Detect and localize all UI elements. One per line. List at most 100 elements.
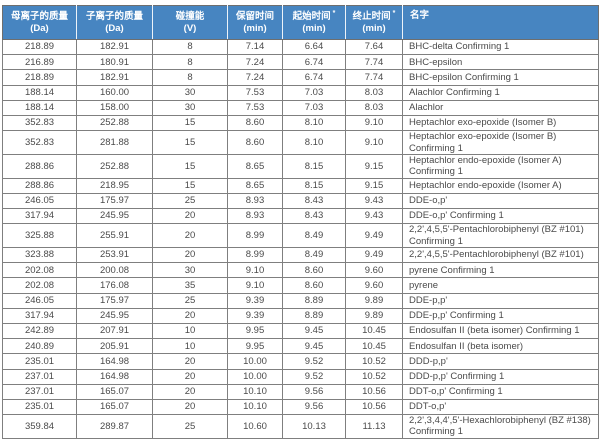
cell-collision_energy: 20 <box>152 307 228 324</box>
cell-end_time: 8.03 <box>345 84 403 101</box>
cell-name: DDE-p,p' Confirming 1 <box>402 307 599 324</box>
cell-parent_mass: 202.08 <box>2 262 77 279</box>
cell-collision_energy: 20 <box>152 247 228 264</box>
cell-collision_energy: 30 <box>152 262 228 279</box>
cell-product_mass: 165.07 <box>76 383 153 400</box>
cell-product_mass: 255.91 <box>76 223 153 249</box>
cell-collision_energy: 20 <box>152 368 228 385</box>
cell-product_mass: 175.97 <box>76 192 153 210</box>
cell-start_time: 6.74 <box>282 54 346 71</box>
table-header-row: 母离子的质量 (Da) 子离子的质量 (Da) 碰撞能 (V) 保留时间 (min) 起始时间 … <box>2 5 599 40</box>
cell-retention_time: 8.99 <box>227 223 283 249</box>
cell-collision_energy: 20 <box>152 208 228 225</box>
column-unit: (min) <box>362 22 386 34</box>
cell-product_mass: 207.91 <box>76 322 153 340</box>
footnote-asterisk: * <box>390 9 396 17</box>
cell-start_time: 8.89 <box>282 307 346 324</box>
cell-start_time: 9.45 <box>282 338 346 355</box>
cell-end_time: 9.15 <box>345 153 403 179</box>
cell-start_time: 9.52 <box>282 368 346 385</box>
cell-collision_energy: 10 <box>152 322 228 340</box>
cell-end_time: 7.64 <box>345 38 403 56</box>
cell-parent_mass: 216.89 <box>2 54 77 71</box>
table-row: 359.84 289.87 25 10.60 10.13 11.13 2,2',3,4,4'… <box>2 414 599 439</box>
cell-collision_energy: 25 <box>152 292 228 309</box>
table-row: 188.14 158.00 30 7.53 7.03 8.03 Alachlor <box>2 99 599 116</box>
cell-retention_time: 9.10 <box>227 262 283 279</box>
column-unit: (min) <box>302 22 326 34</box>
cell-product_mass: 252.88 <box>76 153 153 179</box>
cell-start_time: 7.03 <box>282 84 346 101</box>
cell-name: Alachlor Confirming 1 <box>402 84 599 101</box>
cell-parent_mass: 317.94 <box>2 208 77 225</box>
cell-parent_mass: 246.05 <box>2 292 77 309</box>
cell-name: Heptachlor endo-epoxide (Isomer A) <box>402 177 599 194</box>
table-row: 352.83 281.88 15 8.60 8.10 9.10 Heptachlor exo… <box>2 130 599 155</box>
cell-retention_time: 8.93 <box>227 208 283 225</box>
column-title: 碰撞能 <box>175 10 205 22</box>
table-row: 216.89 180.91 8 7.24 6.74 7.74 BHC-epsilon <box>2 54 599 71</box>
cell-parent_mass: 235.01 <box>2 398 77 416</box>
cell-retention_time: 9.95 <box>227 338 283 355</box>
table-row: 237.01 165.07 20 10.10 9.56 10.56 DDT-o,p' Con… <box>2 383 599 400</box>
cell-start_time: 6.74 <box>282 69 346 86</box>
cell-retention_time: 7.14 <box>227 38 283 56</box>
cell-collision_energy: 15 <box>152 130 228 155</box>
cell-product_mass: 175.97 <box>76 292 153 309</box>
cell-product_mass: 245.95 <box>76 307 153 324</box>
msms-parameter-table: 母离子的质量 (Da) 子离子的质量 (Da) 碰撞能 (V) 保留时间 (min) 起始时间 … <box>2 5 599 439</box>
column-unit: (V) <box>183 22 197 34</box>
table-row: 218.89 182.91 8 7.24 6.74 7.74 BHC-epsilon Con… <box>2 69 599 86</box>
table-row: 317.94 245.95 20 8.93 8.43 9.43 DDE-o,p' Confi… <box>2 208 599 225</box>
cell-end_time: 9.89 <box>345 292 403 309</box>
cell-parent_mass: 188.14 <box>2 84 77 101</box>
cell-collision_energy: 35 <box>152 277 228 294</box>
cell-end_time: 7.74 <box>345 54 403 71</box>
cell-product_mass: 158.00 <box>76 99 153 116</box>
cell-name: Heptachlor exo-epoxide (Isomer B) <box>402 114 599 132</box>
cell-parent_mass: 237.01 <box>2 368 77 385</box>
cell-start_time: 8.43 <box>282 192 346 210</box>
cell-product_mass: 205.91 <box>76 338 153 355</box>
column-header-name: 名字 <box>402 5 599 40</box>
cell-retention_time: 8.65 <box>227 177 283 194</box>
cell-name: BHC-epsilon <box>402 54 599 71</box>
cell-start_time: 10.13 <box>282 414 346 439</box>
cell-name: DDE-p,p' <box>402 292 599 309</box>
cell-start_time: 6.64 <box>282 38 346 56</box>
table-row: 325.88 255.91 20 8.99 8.49 9.49 2,2',4,5,5'-Pe… <box>2 223 599 249</box>
cell-retention_time: 7.24 <box>227 54 283 71</box>
column-unit: (Da) <box>30 22 49 34</box>
cell-parent_mass: 288.86 <box>2 153 77 179</box>
cell-parent_mass: 235.01 <box>2 353 77 370</box>
cell-collision_energy: 8 <box>152 69 228 86</box>
cell-end_time: 10.56 <box>345 398 403 416</box>
table-row: 317.94 245.95 20 9.39 8.89 9.89 DDE-p,p' Confi… <box>2 307 599 324</box>
cell-start_time: 8.60 <box>282 262 346 279</box>
column-unit: (min) <box>243 22 267 34</box>
cell-parent_mass: 218.89 <box>2 69 77 86</box>
cell-collision_energy: 25 <box>152 414 228 439</box>
cell-product_mass: 176.08 <box>76 277 153 294</box>
cell-start_time: 8.10 <box>282 114 346 132</box>
cell-product_mass: 180.91 <box>76 54 153 71</box>
column-title: 保留时间 <box>235 10 274 22</box>
cell-retention_time: 9.39 <box>227 292 283 309</box>
cell-collision_energy: 15 <box>152 177 228 194</box>
column-title: 子离子的质量 <box>85 10 143 22</box>
cell-name: Endosulfan II (beta isomer) Confirming 1 <box>402 322 599 340</box>
cell-end_time: 9.60 <box>345 277 403 294</box>
cell-retention_time: 8.99 <box>227 247 283 264</box>
cell-parent_mass: 246.05 <box>2 192 77 210</box>
cell-product_mass: 218.95 <box>76 177 153 194</box>
cell-parent_mass: 317.94 <box>2 307 77 324</box>
cell-start_time: 7.03 <box>282 99 346 116</box>
table-row: 237.01 164.98 20 10.00 9.52 10.52 DDD-p,p' Con… <box>2 368 599 385</box>
cell-name: DDE-o,p' Confirming 1 <box>402 208 599 225</box>
table-row: 246.05 175.97 25 8.93 8.43 9.43 DDE-o,p' <box>2 192 599 210</box>
cell-end_time: 9.43 <box>345 192 403 210</box>
cell-name: DDD-p,p' Confirming 1 <box>402 368 599 385</box>
msms-parameter-table-container: 母离子的质量 (Da) 子离子的质量 (Da) 碰撞能 (V) 保留时间 (min) 起始时间 … <box>2 5 599 439</box>
cell-start_time: 9.56 <box>282 383 346 400</box>
cell-end_time: 10.56 <box>345 383 403 400</box>
